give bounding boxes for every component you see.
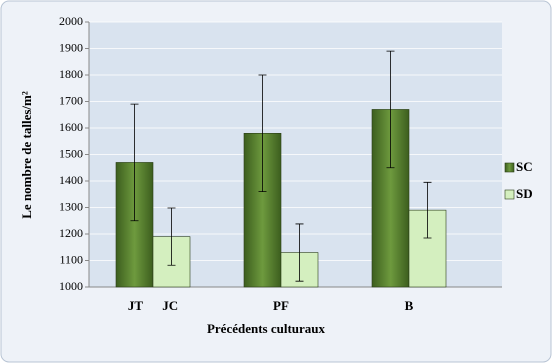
y-tick-label: 1300 bbox=[59, 199, 83, 213]
y-tick-label: 1800 bbox=[59, 67, 83, 81]
y-tick-label: 1600 bbox=[59, 120, 83, 134]
y-tick-label: 1700 bbox=[59, 93, 83, 107]
legend-label: SD bbox=[516, 186, 533, 201]
legend-label: SC bbox=[516, 159, 533, 174]
x-tick-label: B bbox=[405, 298, 414, 313]
y-tick-label: 1000 bbox=[59, 279, 83, 293]
y-tick-label: 1100 bbox=[59, 252, 83, 266]
y-tick-label: 2000 bbox=[59, 14, 83, 28]
error-bar bbox=[167, 207, 176, 266]
x-axis-title: Précédents culturaux bbox=[207, 321, 326, 336]
y-tick-label: 1400 bbox=[59, 173, 83, 187]
y-tick-label: 1200 bbox=[59, 226, 83, 240]
error-bar bbox=[386, 50, 395, 169]
y-tick-label: 1900 bbox=[59, 40, 83, 54]
error-bar bbox=[295, 223, 304, 282]
y-axis-title: Le nombre de talles/m² bbox=[19, 91, 34, 219]
error-bar bbox=[130, 103, 139, 222]
y-tick-label: 1500 bbox=[59, 146, 83, 160]
error-bar bbox=[423, 181, 432, 239]
legend-swatch bbox=[504, 189, 515, 200]
x-tick-label: JT JC bbox=[128, 298, 178, 313]
error-bar bbox=[258, 74, 267, 192]
x-tick-label: PF bbox=[273, 298, 289, 313]
legend-swatch bbox=[504, 162, 515, 173]
